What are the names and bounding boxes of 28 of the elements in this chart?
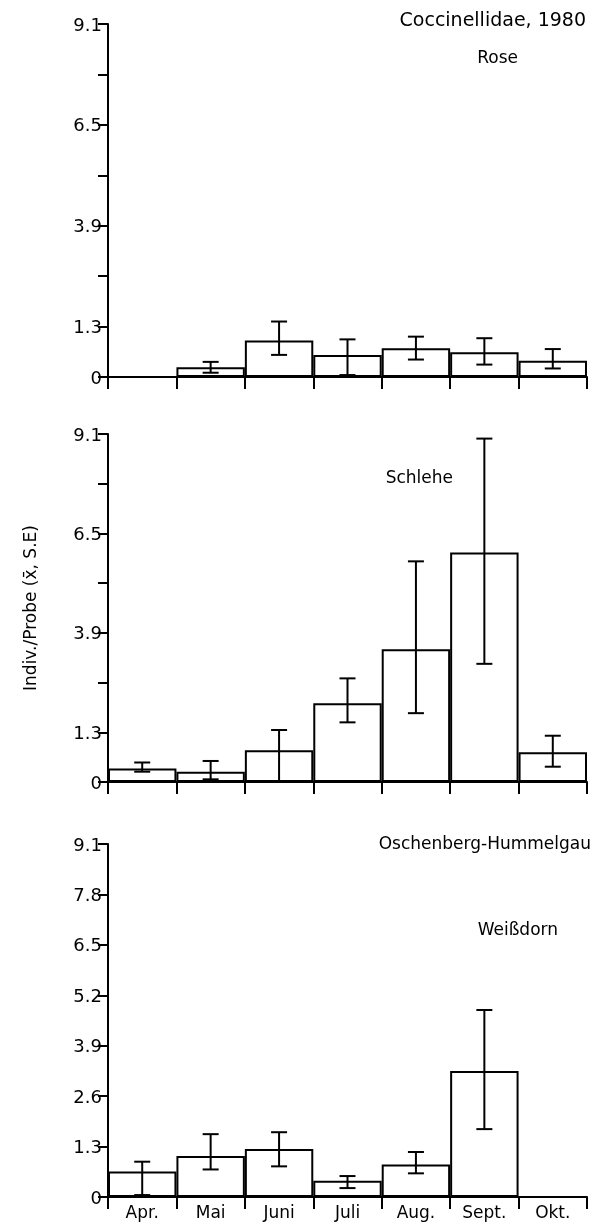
y-tick-label: 6.5	[73, 934, 102, 956]
x-tick-label: Juli	[333, 1201, 361, 1222]
annotation: Oschenberg-Hummelgau	[378, 832, 592, 853]
y-tick-label: 7.8	[73, 883, 102, 905]
x-tick-label: Juni	[262, 1201, 295, 1222]
y-tick-label: 1.3	[73, 316, 102, 338]
x-tick-label: Okt.	[535, 1201, 571, 1222]
chart-title: Coccinellidae, 1980	[399, 7, 587, 30]
y-tick-label: 1.3	[73, 721, 102, 743]
annotation: Schlehe	[385, 466, 453, 487]
x-tick-label: Mai	[195, 1201, 226, 1222]
annotation: Rose	[477, 46, 518, 67]
y-tick-label: 6.5	[73, 522, 102, 544]
y-tick-label: 9.1	[73, 423, 102, 445]
y-tick-label: 6.5	[73, 114, 102, 136]
annotation: Weißdorn	[477, 918, 559, 939]
x-tick-label: Aug.	[396, 1201, 436, 1222]
y-tick-label: 3.9	[73, 1035, 102, 1057]
y-tick-label: 3.9	[73, 622, 102, 644]
y-tick-label: 3.9	[73, 215, 102, 237]
y-tick-label: 2.6	[73, 1085, 102, 1107]
y-tick-label: 9.1	[73, 13, 102, 35]
x-tick-label: Sept.	[462, 1201, 507, 1222]
x-tick-label: Apr.	[125, 1201, 159, 1222]
y-axis-title: Indiv./Probe (x̄, S.E)	[19, 525, 40, 691]
y-tick-label: 1.3	[73, 1136, 102, 1158]
y-tick-label: 5.2	[73, 984, 102, 1006]
y-tick-label: 9.1	[73, 833, 102, 855]
